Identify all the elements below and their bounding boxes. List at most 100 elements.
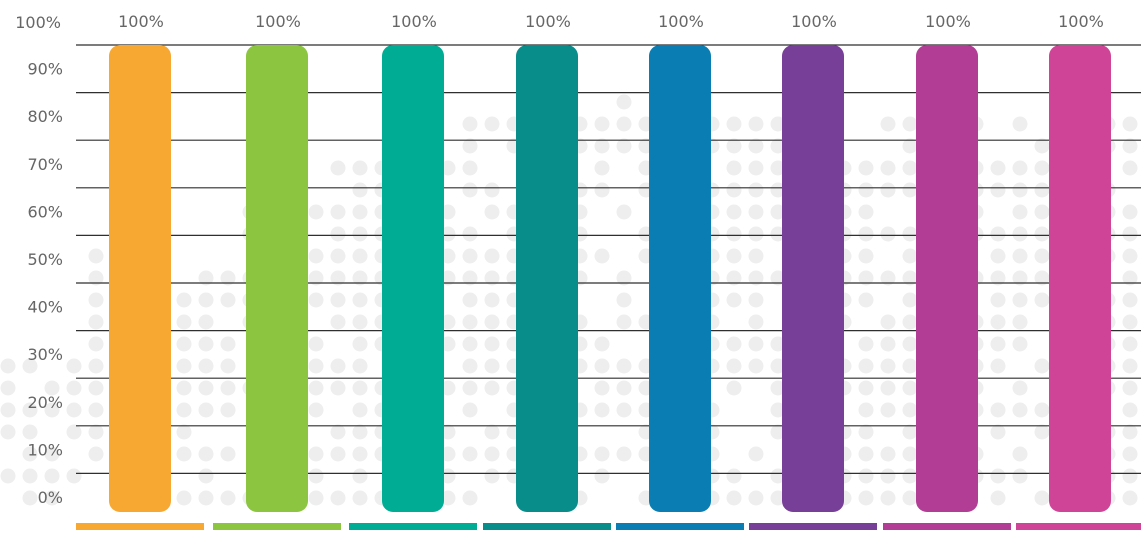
background-dot — [990, 490, 1006, 506]
value-label: 100% — [525, 12, 571, 31]
background-dot — [484, 204, 500, 220]
background-dot — [330, 204, 346, 220]
background-dot — [902, 358, 918, 374]
background-dot — [770, 380, 786, 396]
background-dot — [616, 380, 632, 396]
bar — [109, 45, 171, 512]
background-dot — [748, 336, 764, 352]
background-dot — [594, 336, 610, 352]
background-dot — [902, 380, 918, 396]
y-tick-label: 10% — [27, 440, 63, 459]
background-dot — [594, 248, 610, 264]
background-dot — [748, 182, 764, 198]
background-dot — [902, 248, 918, 264]
y-tick-label: 0% — [38, 488, 63, 507]
background-dot — [22, 490, 38, 506]
background-dot — [726, 292, 742, 308]
color-baseline — [349, 523, 477, 530]
background-dot — [616, 94, 632, 110]
background-dot — [726, 490, 742, 506]
background-dot — [616, 116, 632, 132]
background-dot — [1034, 182, 1050, 198]
background-dot — [1122, 204, 1138, 220]
background-dot — [902, 226, 918, 242]
background-dot — [44, 402, 60, 418]
background-dot — [880, 468, 896, 484]
background-dot — [176, 402, 192, 418]
background-dot — [462, 116, 478, 132]
y-tick-label: 100% — [15, 13, 61, 32]
background-dot — [308, 248, 324, 264]
background-dot — [880, 336, 896, 352]
background-dot — [198, 468, 214, 484]
background-dot — [330, 270, 346, 286]
background-dot — [770, 226, 786, 242]
background-dot — [198, 358, 214, 374]
background-dot — [594, 138, 610, 154]
background-dot — [22, 358, 38, 374]
background-dot — [902, 468, 918, 484]
background-dot — [308, 336, 324, 352]
background-dot — [1012, 446, 1028, 462]
value-label: 100% — [255, 12, 301, 31]
background-dot — [308, 204, 324, 220]
background-dot — [748, 358, 764, 374]
background-dot — [352, 248, 368, 264]
background-dot — [220, 446, 236, 462]
background-dot — [902, 292, 918, 308]
background-dot — [1122, 336, 1138, 352]
value-label: 100% — [1058, 12, 1104, 31]
background-dot — [440, 314, 456, 330]
background-dot — [726, 204, 742, 220]
background-dot — [616, 292, 632, 308]
color-baseline — [213, 523, 341, 530]
background-dot — [726, 270, 742, 286]
color-baseline — [883, 523, 1011, 530]
background-dot — [462, 182, 478, 198]
background-dot — [880, 160, 896, 176]
background-dot — [220, 292, 236, 308]
background-dot — [1034, 402, 1050, 418]
background-dot — [880, 116, 896, 132]
background-dot — [748, 226, 764, 242]
background-dot — [352, 226, 368, 242]
background-dot — [726, 336, 742, 352]
background-dot — [858, 182, 874, 198]
background-dot — [66, 402, 82, 418]
background-dot — [726, 182, 742, 198]
background-dot — [990, 226, 1006, 242]
background-dot — [616, 204, 632, 220]
background-dot — [88, 358, 104, 374]
background-dot — [330, 424, 346, 440]
background-dot — [858, 160, 874, 176]
color-baseline — [76, 523, 204, 530]
background-dot — [1122, 490, 1138, 506]
background-dot — [748, 490, 764, 506]
background-dot — [484, 270, 500, 286]
background-dot — [220, 490, 236, 506]
background-dot — [440, 336, 456, 352]
background-dot — [858, 402, 874, 418]
background-dot — [462, 138, 478, 154]
background-dot — [858, 204, 874, 220]
background-dot — [220, 336, 236, 352]
background-dot — [440, 204, 456, 220]
y-tick-label: 20% — [27, 393, 63, 412]
background-dot — [176, 292, 192, 308]
y-tick-label: 60% — [27, 202, 63, 221]
background-dot — [1122, 248, 1138, 264]
background-dot — [1034, 270, 1050, 286]
background-dot — [1012, 182, 1028, 198]
background-dot — [352, 402, 368, 418]
value-label: 100% — [118, 12, 164, 31]
background-dot — [198, 292, 214, 308]
background-dot — [902, 402, 918, 418]
color-baseline — [483, 523, 611, 530]
background-dot — [484, 314, 500, 330]
background-dot — [198, 402, 214, 418]
value-label: 100% — [658, 12, 704, 31]
background-dot — [1034, 204, 1050, 220]
background-dot — [44, 380, 60, 396]
background-dot — [902, 336, 918, 352]
background-dot — [88, 292, 104, 308]
